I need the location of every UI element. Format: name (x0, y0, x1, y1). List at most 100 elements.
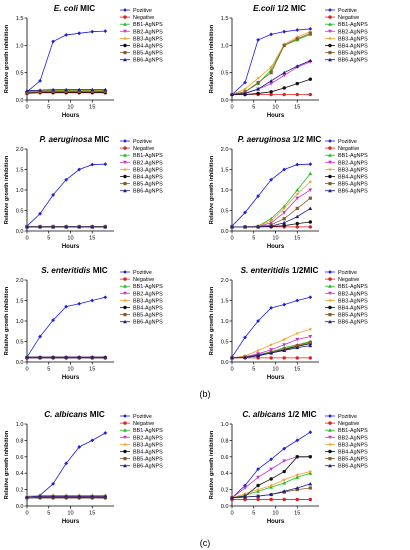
x-axis-label: Hours (62, 244, 80, 250)
legend-marker (123, 312, 127, 317)
data-point (308, 206, 313, 210)
panel-label-b: (b) (200, 389, 211, 399)
data-point (64, 87, 69, 92)
data-point (103, 89, 107, 93)
legend-label: BB1-AgNPS (338, 22, 368, 28)
legend-marker (123, 15, 127, 19)
data-point (269, 485, 274, 489)
data-point (38, 90, 42, 94)
data-point (230, 225, 234, 229)
data-point (269, 32, 274, 37)
x-tick-label: 10 (272, 105, 278, 111)
x-axis-label: Hours (267, 519, 285, 525)
data-point (90, 298, 95, 303)
x-tick-label: 10 (67, 105, 73, 111)
data-point (282, 29, 287, 34)
data-point (308, 92, 313, 97)
data-point (256, 494, 260, 498)
data-point (282, 167, 287, 172)
data-point (295, 337, 300, 342)
y-tick-label: 1.0 (16, 188, 24, 194)
x-tick-label: 15 (294, 105, 300, 111)
legend-label: Pozitive (338, 270, 357, 276)
chart-title: S. enteritidis MIC (41, 266, 108, 275)
legend-marker (123, 160, 127, 165)
y-axis-label: Relative growth inhibition (4, 286, 10, 355)
legend-label: BB6-AgNPS (338, 58, 368, 64)
legend-label: BB5-AgNPS (133, 313, 163, 319)
data-point (282, 459, 287, 463)
data-point (103, 162, 108, 167)
data-point (243, 495, 247, 499)
y-tick-label: 2.0 (16, 278, 24, 284)
legend-marker (123, 29, 127, 34)
data-point (51, 87, 55, 92)
data-point (282, 206, 287, 211)
x-axis-label: Hours (267, 113, 285, 119)
legend-label: BB3-AgNPS (133, 298, 163, 304)
legend-marker (328, 160, 332, 165)
data-point (269, 348, 274, 352)
legend-marker (328, 153, 332, 157)
x-tick-label: 5 (252, 105, 255, 111)
legend-marker (328, 312, 332, 317)
data-point (308, 356, 313, 360)
data-point (64, 355, 69, 359)
legend-label: BB2-AgNPS (338, 160, 368, 166)
data-point (103, 225, 108, 229)
y-tick-label: 0.0 (16, 360, 24, 366)
x-axis-label: Hours (267, 375, 285, 381)
y-tick-label: 1.5 (16, 168, 24, 174)
data-point (295, 221, 299, 226)
legend-marker (328, 139, 332, 143)
y-tick-label: 0.4 (16, 471, 24, 477)
series-pozitive (230, 295, 313, 359)
series-bb6-agnps (230, 206, 313, 229)
data-point (282, 446, 287, 451)
data-point (282, 223, 286, 228)
legend-marker (328, 50, 332, 55)
legend: PozitiveNegativeBB1-AgNPSBB2-AgNPSBB3-Ag… (120, 270, 163, 326)
chart-title: E.coli 1/2 MIC (253, 4, 306, 13)
data-point (230, 495, 234, 500)
legend-label: BB4-AgNPS (133, 450, 163, 456)
x-tick-label: 5 (47, 367, 50, 373)
data-point (269, 92, 273, 97)
legend-label: BB1-AgNPS (338, 153, 368, 159)
y-tick-label: 0.8 (221, 438, 229, 444)
legend: PozitiveNegativeBB1-AgNPSBB2-AgNPSBB3-Ag… (325, 270, 368, 326)
data-point (269, 356, 273, 360)
legend-marker (328, 167, 332, 172)
legend-marker (123, 298, 127, 303)
data-point (256, 319, 260, 323)
data-point (103, 87, 108, 92)
data-point (269, 177, 274, 182)
x-tick-label: 10 (272, 236, 278, 242)
y-tick-label: 1.5 (221, 299, 229, 305)
legend-label: BB3-AgNPS (133, 36, 163, 42)
legend-marker (123, 57, 127, 62)
legend-marker (123, 435, 127, 440)
legend-label: Pozitive (133, 8, 152, 14)
legend-marker (328, 181, 332, 186)
x-tick-label: 10 (272, 511, 278, 517)
legend-label: BB1-AgNPS (133, 22, 163, 28)
data-point (295, 64, 300, 68)
data-point (295, 37, 299, 41)
series-line (26, 163, 106, 227)
data-point (51, 39, 55, 44)
data-point (269, 71, 273, 75)
data-point (308, 58, 313, 63)
data-point (38, 78, 42, 83)
chart-title: E. coli MIC (54, 4, 95, 13)
legend-marker (328, 43, 332, 48)
data-point (295, 92, 299, 97)
data-point (295, 206, 299, 211)
panel-label-c: (c) (200, 538, 211, 548)
legend-label: BB5-AgNPS (133, 51, 163, 57)
legend-marker (123, 291, 127, 296)
data-point (308, 31, 312, 35)
data-point (243, 355, 247, 360)
legend-marker (123, 456, 127, 461)
legend-label: Pozitive (338, 139, 357, 145)
